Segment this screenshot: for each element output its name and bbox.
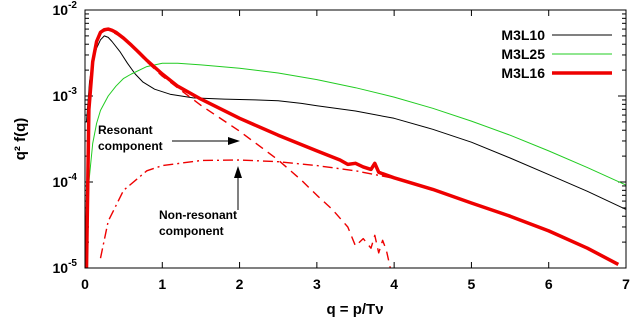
legend: M3L10 M3L25 M3L16 [501, 27, 612, 81]
x-tick-label: 1 [158, 276, 166, 292]
x-tick-label: 3 [313, 276, 321, 292]
annotation-resonant-line1: Resonant [98, 123, 153, 137]
y-tick-label: 10-2 [53, 0, 78, 18]
annotation-resonant-arrowhead [228, 137, 240, 145]
series-lines [84, 27, 627, 269]
annotation-resonant: Resonant component [98, 123, 240, 153]
x-tick-label: 4 [390, 276, 398, 292]
x-tick-label: 2 [236, 276, 244, 292]
series-line-m3l16 [84, 27, 620, 269]
series-line-dashdot [99, 159, 619, 266]
annotation-nonresonant-arrowhead [234, 166, 242, 178]
legend-label-m3l10: M3L10 [501, 27, 545, 43]
annotation-resonant-line2: component [98, 139, 163, 153]
annotation-nonresonant: Non-resonant component [159, 166, 242, 238]
x-tick-label: 6 [545, 276, 553, 292]
x-axis-title: q = p/Tν [326, 301, 383, 318]
x-tick-label: 5 [468, 276, 476, 292]
series-line-dashed [100, 29, 391, 269]
annotation-nonresonant-line2: component [159, 224, 224, 238]
y-tick-label: 10-3 [53, 86, 78, 104]
plot-frame [84, 9, 627, 269]
legend-label-m3l25: M3L25 [501, 46, 545, 62]
series-line-m3l25 [86, 62, 627, 269]
series-line-m3l10 [86, 35, 627, 210]
x-tick-label: 7 [622, 276, 630, 292]
y-tick-label: 10-4 [53, 172, 78, 190]
y-axis-title: q² f(q) [12, 118, 29, 160]
x-tick-label: 0 [81, 276, 89, 292]
legend-label-m3l16: M3L16 [501, 65, 545, 81]
y-tick-label: 10-5 [53, 258, 78, 276]
tick-labels: 0 1 2 3 4 5 6 7 10-5 10-4 10-3 10-2 [53, 0, 631, 292]
annotation-nonresonant-line1: Non-resonant [159, 208, 237, 222]
